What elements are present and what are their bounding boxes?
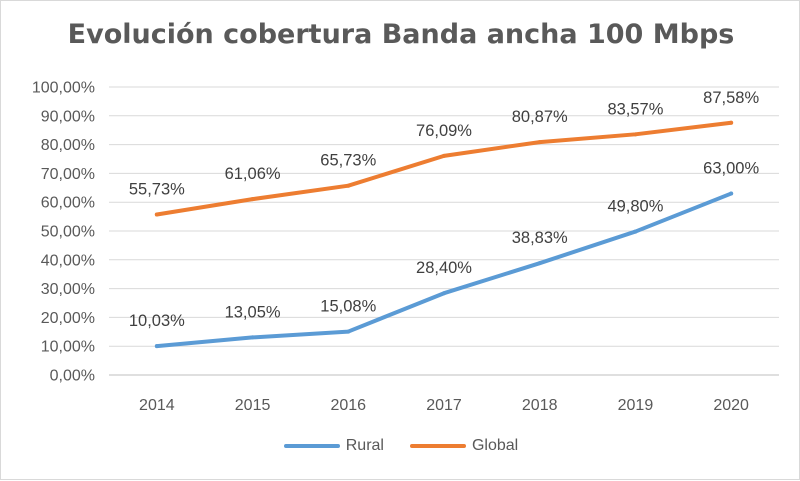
data-point	[250, 197, 255, 202]
y-tick-label: 70,00%	[41, 166, 95, 183]
data-label: 28,40%	[416, 259, 472, 277]
data-label: 10,03%	[129, 312, 185, 330]
y-tick-label: 90,00%	[41, 108, 95, 125]
data-point	[729, 191, 734, 196]
x-tick-label: 2020	[713, 397, 749, 414]
data-label: 13,05%	[225, 303, 281, 321]
x-tick-label: 2019	[618, 397, 654, 414]
data-label: 65,73%	[320, 152, 376, 170]
y-tick-label: 60,00%	[41, 195, 95, 212]
x-tick-label: 2016	[330, 397, 366, 414]
legend-swatch-rural	[283, 444, 340, 448]
x-tick-label: 2018	[522, 397, 558, 414]
data-label: 38,83%	[512, 229, 568, 247]
y-tick-label: 50,00%	[41, 224, 95, 241]
y-tick-label: 30,00%	[41, 281, 95, 298]
data-point	[250, 335, 255, 340]
data-point	[537, 261, 542, 266]
x-tick-label: 2014	[139, 397, 175, 414]
data-label: 80,87%	[512, 108, 568, 126]
data-point	[346, 329, 351, 334]
y-tick-label: 0,00%	[50, 368, 95, 385]
data-label: 76,09%	[416, 122, 472, 140]
data-label: 83,57%	[607, 100, 663, 118]
legend-label-rural: Rural	[345, 437, 384, 454]
data-point	[154, 212, 159, 217]
legend-swatch-global	[409, 444, 466, 448]
legend: Rural Global	[1, 437, 800, 455]
y-tick-label: 40,00%	[41, 252, 95, 269]
legend-item-global[interactable]: Global	[409, 437, 519, 455]
data-point	[442, 153, 446, 158]
data-point	[633, 132, 638, 137]
data-label: 63,00%	[703, 160, 759, 178]
data-point	[442, 291, 446, 296]
data-point	[537, 140, 542, 145]
y-tick-label: 20,00%	[41, 310, 95, 327]
data-point	[633, 229, 638, 234]
data-label: 15,08%	[320, 298, 376, 316]
data-label: 55,73%	[129, 180, 185, 198]
data-label: 49,80%	[607, 198, 663, 216]
x-tick-label: 2015	[235, 397, 271, 414]
data-point	[729, 120, 734, 125]
data-point	[346, 183, 351, 188]
y-tick-label: 10,00%	[41, 339, 95, 356]
legend-label-global: Global	[471, 437, 519, 454]
chart-title: Evolución cobertura Banda ancha 100 Mbps	[67, 19, 735, 50]
y-tick-label: 100,00%	[32, 80, 95, 97]
data-label: 87,58%	[703, 89, 759, 107]
legend-item-rural[interactable]: Rural	[283, 437, 384, 455]
data-label: 61,06%	[225, 165, 281, 183]
x-tick-label: 2017	[426, 397, 462, 414]
data-point	[154, 344, 159, 349]
y-tick-label: 80,00%	[41, 137, 95, 154]
